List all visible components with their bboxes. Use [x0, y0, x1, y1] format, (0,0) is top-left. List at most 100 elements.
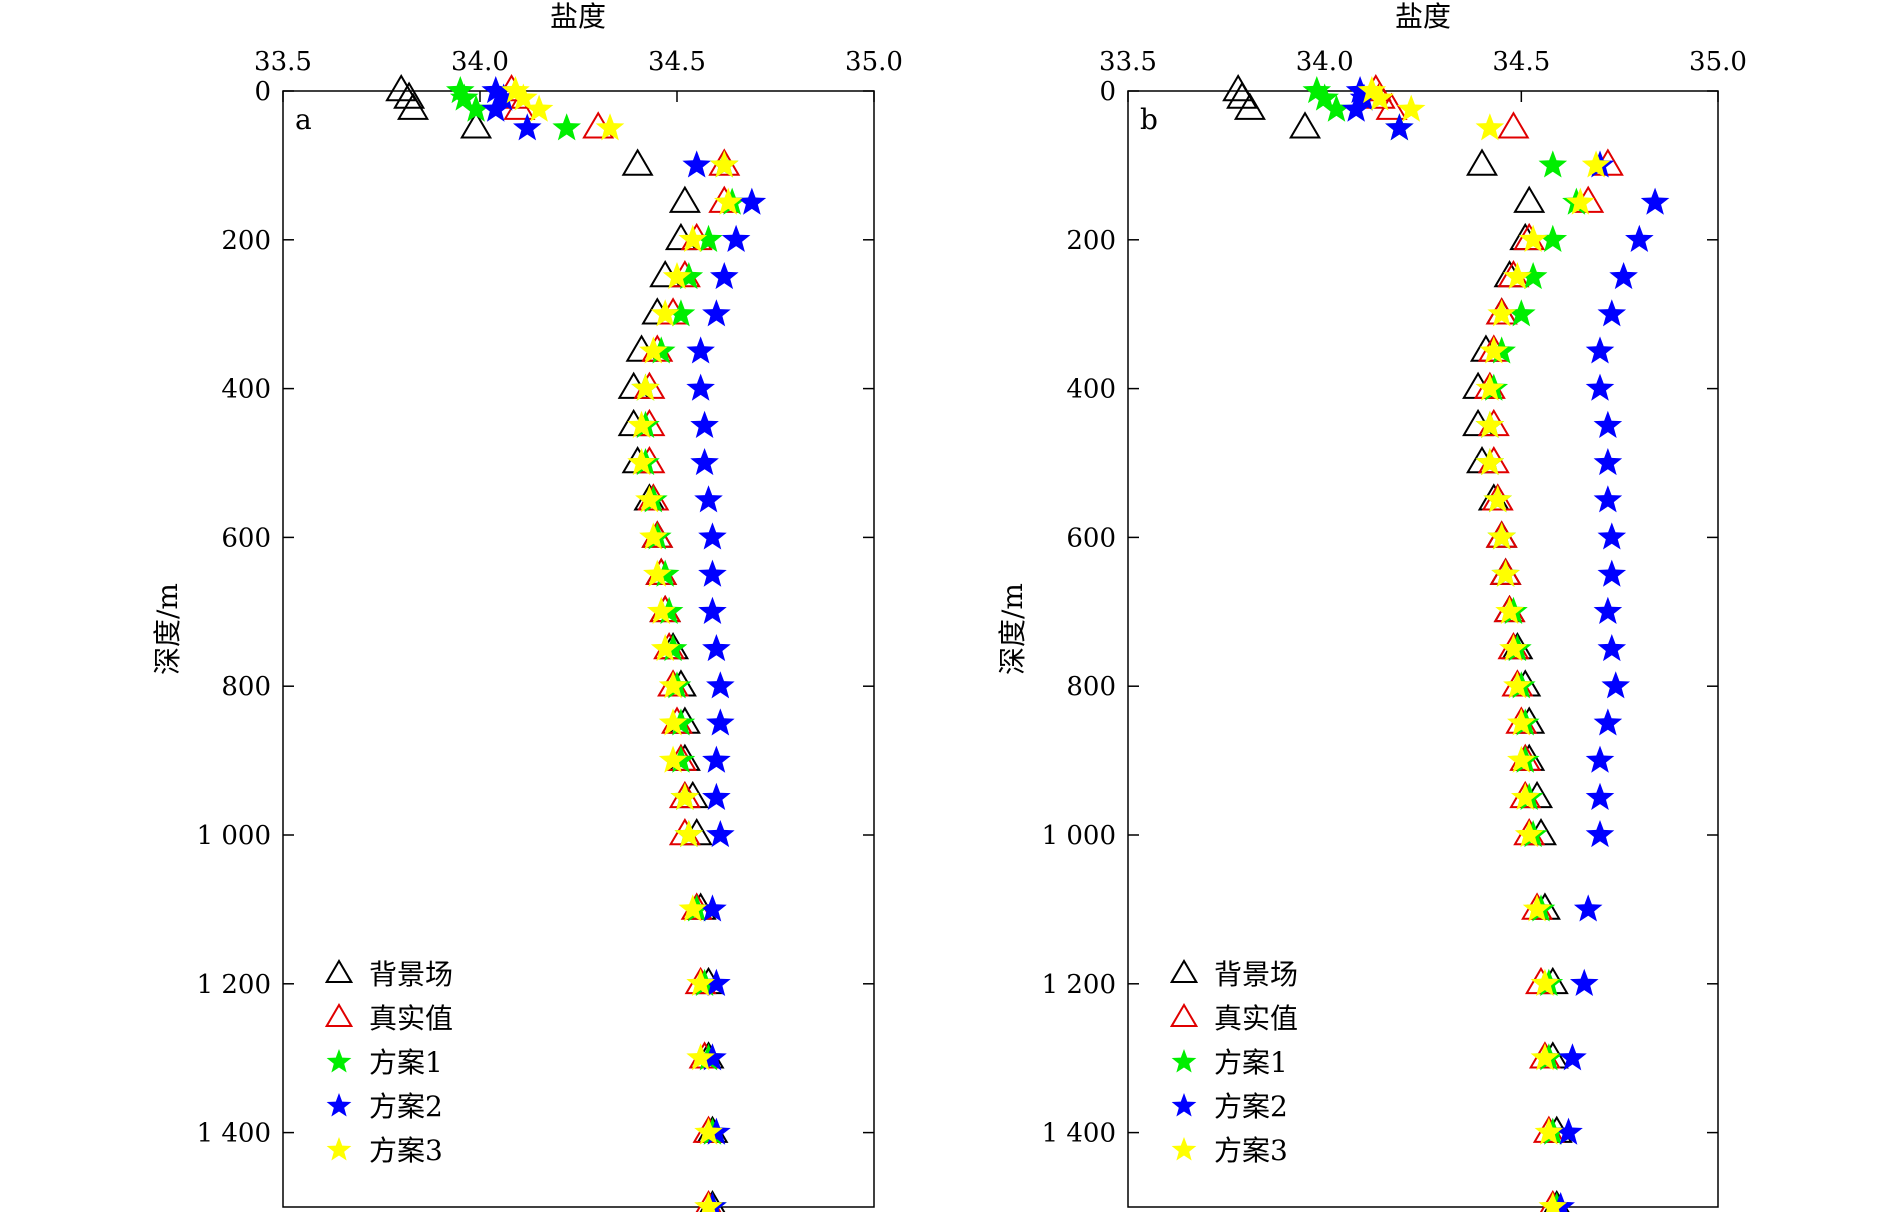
star-marker [694, 224, 723, 252]
x-tick-label: 35.0 [1689, 47, 1747, 77]
star-marker [631, 373, 660, 401]
star-marker [706, 671, 735, 699]
star-marker [1585, 336, 1615, 364]
x-tick-label: 34.5 [648, 47, 706, 77]
y-tick-label: 1 200 [197, 970, 271, 1000]
legend-star-icon [326, 1093, 352, 1117]
star-marker [1597, 522, 1627, 550]
star-marker [1341, 94, 1371, 122]
y-tick-label: 600 [1066, 523, 1116, 553]
legend-item: 真实值 [1169, 1002, 1298, 1035]
legend-label: 方案3 [1214, 1134, 1288, 1167]
legend-item: 真实值 [324, 1002, 453, 1035]
star-marker [1593, 410, 1623, 438]
plot-frame [1127, 90, 1719, 1208]
panel-label: b [1140, 103, 1158, 136]
star-marker [1475, 410, 1505, 438]
star-marker [710, 150, 739, 178]
legend-star-icon [326, 1137, 352, 1161]
x-tick-label: 34.0 [1296, 47, 1354, 77]
x-tick-label: 34.0 [451, 47, 509, 77]
star-marker [481, 76, 511, 104]
series-5 [1357, 76, 1611, 1216]
star-marker [1507, 708, 1536, 736]
star-marker [1345, 76, 1375, 104]
star-marker [1349, 83, 1379, 111]
triangle-marker [668, 185, 701, 213]
star-marker [1487, 299, 1516, 327]
star-marker [698, 559, 727, 587]
x-axis-title: 盐度 [550, 0, 606, 33]
star-marker [1503, 671, 1532, 699]
y-tick-label: 800 [1066, 672, 1116, 702]
legend-item: 方案1 [326, 1046, 443, 1079]
star-marker [650, 634, 680, 662]
legend-item: 背景场 [1169, 958, 1298, 991]
star-marker [501, 76, 530, 104]
triangle-marker [393, 81, 426, 109]
star-marker [1585, 820, 1615, 848]
star-marker [1514, 820, 1544, 848]
star-marker [682, 150, 711, 178]
star-marker [686, 968, 715, 996]
triangle-marker [1466, 148, 1498, 176]
star-marker [552, 113, 581, 141]
star-marker [1640, 187, 1670, 215]
legend-label: 方案2 [369, 1090, 443, 1123]
y-tick-label: 0 [254, 77, 271, 107]
star-marker [1511, 782, 1540, 810]
star-marker [706, 820, 735, 848]
legend-label: 方案1 [369, 1046, 443, 1079]
star-marker [694, 485, 723, 513]
star-marker [1601, 671, 1630, 699]
triangle-marker [385, 74, 418, 102]
star-marker [694, 1117, 723, 1145]
star-marker [710, 262, 739, 290]
legend-label: 背景场 [1214, 958, 1298, 991]
star-marker [658, 708, 688, 736]
star-marker [1597, 299, 1627, 327]
star-marker [1503, 262, 1532, 290]
star-marker [674, 820, 704, 848]
legend-label: 方案3 [369, 1134, 443, 1167]
legend-label: 真实值 [369, 1002, 453, 1035]
star-marker [1396, 94, 1426, 122]
star-marker [1518, 224, 1548, 252]
star-marker [1538, 150, 1568, 178]
star-marker [702, 782, 731, 810]
x-tick-label: 35.0 [845, 47, 903, 77]
triangle-marker [1233, 92, 1266, 120]
legend-star-icon [1171, 1049, 1197, 1073]
star-marker [1593, 596, 1623, 624]
star-marker [702, 634, 731, 662]
y-tick-label: 200 [221, 226, 271, 256]
star-marker [1507, 299, 1536, 327]
star-marker [639, 522, 668, 550]
star-marker [646, 596, 676, 624]
star-marker [1357, 76, 1387, 104]
star-marker [1365, 83, 1394, 111]
legend-item: 方案1 [1171, 1046, 1288, 1079]
legend-label: 方案2 [1214, 1090, 1288, 1123]
panel-b: 33.5 34.0 34.5 35.0 0 200 400 600 800 1 000 1 200 1… [996, 0, 1747, 1216]
star-marker [698, 596, 727, 624]
y-tick-label: 1 000 [1042, 821, 1116, 851]
star-marker [1487, 522, 1516, 550]
star-marker [686, 336, 715, 364]
triangle-marker [1289, 111, 1321, 139]
star-marker [1302, 76, 1332, 104]
star-marker [1479, 336, 1509, 364]
y-tick-label: 1 400 [1042, 1119, 1116, 1149]
star-marker [678, 224, 708, 252]
star-marker [1518, 262, 1548, 290]
star-marker [702, 745, 731, 773]
star-marker [650, 299, 680, 327]
star-marker [1483, 485, 1512, 513]
star-marker [1499, 634, 1528, 662]
series-3 [1302, 76, 1591, 1216]
star-marker [1385, 113, 1414, 141]
star-marker [658, 745, 688, 773]
